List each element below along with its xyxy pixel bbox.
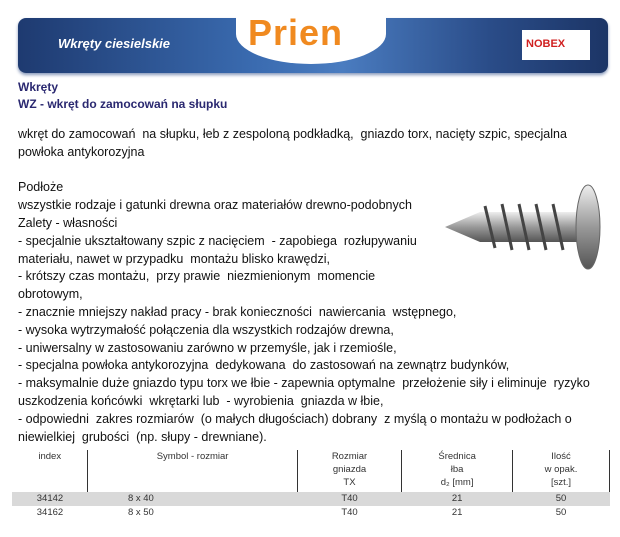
table-cell: 34142 (12, 492, 88, 506)
description-line: obrotowym, (18, 287, 83, 302)
column-header: Ilość w opak. [szt.] (512, 450, 611, 492)
table-cell: 50 (512, 492, 610, 506)
description-line: wkręt do zamocowań na słupku, łeb z zesp… (18, 127, 567, 141)
description-line: wszystkie rodzaje i gatunki drewna oraz … (18, 198, 412, 213)
table-cell: 34162 (36, 507, 64, 518)
table-cell: T40 (341, 507, 358, 518)
column-header: Średnica łba d₂ [mm] (401, 450, 513, 492)
description-line: uszkodzenia końcówki wkrętarki lub - wyr… (18, 393, 384, 408)
prien-logo: Prien (236, 12, 386, 64)
description-line: Zalety - własności (18, 215, 118, 230)
table-cell: 21 (451, 507, 463, 518)
table-cell: T40 (297, 492, 402, 506)
description-line: - wysoka wytrzymałość połączenia dla wsz… (18, 322, 394, 337)
description-line: niewielkiej grubości (np. słupy - drewni… (18, 429, 267, 444)
category-heading: Wkręty (18, 80, 59, 94)
product-title: WZ - wkręt do zamocowań na słupku (18, 97, 228, 111)
description-line: - znacznie mniejszy nakład pracy - brak … (18, 304, 457, 319)
description-line: - odpowiedni zakres rozmiarów (o małych … (18, 411, 572, 426)
product-table: index Symbol - rozmiar Rozmiar gniazda TX Ś… (12, 450, 611, 520)
description-line: - specjalna powłoka antykorozyjna dedyko… (18, 358, 510, 373)
table-row: 34142 8 x 40 T40 21 50 (12, 492, 610, 506)
column-header: Rozmiar gniazda TX (297, 450, 403, 492)
table-cell: 21 (401, 492, 513, 506)
description-line (18, 162, 608, 180)
description-line: Podłoże (18, 180, 64, 195)
description-line: - specjalnie ukształtowany szpic z nacię… (18, 233, 417, 248)
description-line: - maksymalnie duże gniazdo typu torx we … (18, 376, 590, 391)
description-line: - krótszy czas montażu, przy prawie niez… (18, 269, 376, 284)
table-cell: 8 x 40 (87, 492, 298, 506)
table-row: 34162 8 x 50 T40 21 50 (12, 506, 610, 520)
product-description: wkręt do zamocowań na słupku, łeb z zesp… (18, 126, 608, 446)
description-line: powłoka antykorozyjna (18, 144, 145, 159)
column-header: Symbol - rozmiar (87, 450, 298, 492)
description-line: - uniwersalny w zastosowaniu zarówno w p… (18, 340, 397, 355)
table-cell: 8 x 50 (127, 507, 154, 518)
description-line: materiału, nawet w przypadku montażu bli… (18, 251, 330, 266)
table-cell: 50 (555, 507, 567, 518)
column-header: index (12, 450, 89, 492)
header-banner: Wkręty ciesielskie Prien NOBEX (18, 12, 608, 73)
screw-image (445, 184, 601, 270)
nobex-logo: NOBEX (522, 30, 590, 60)
banner-title: Wkręty ciesielskie (58, 36, 171, 51)
